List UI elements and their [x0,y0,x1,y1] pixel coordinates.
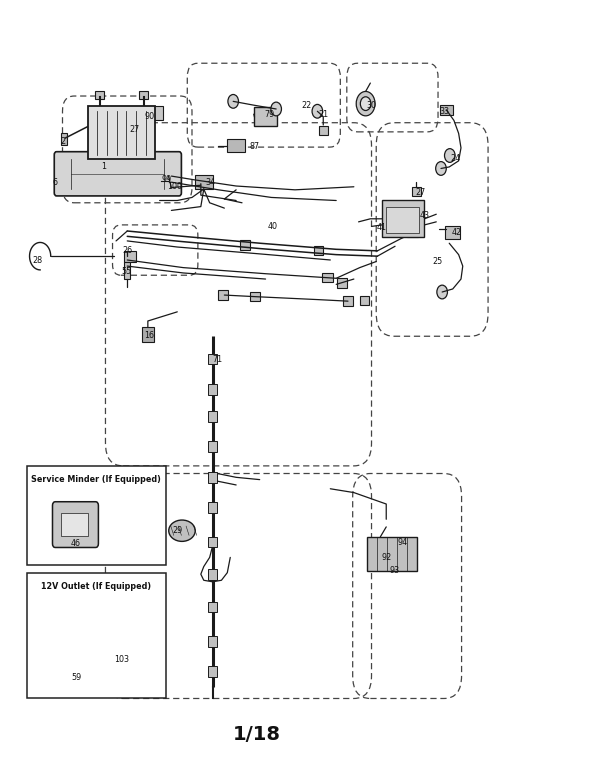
FancyBboxPatch shape [53,502,99,548]
Ellipse shape [169,520,195,542]
Bar [27,466,166,565]
Text: 29: 29 [172,526,182,536]
Circle shape [228,95,238,108]
Bar [445,225,460,239]
Bar [412,186,421,196]
Bar [88,106,156,160]
Bar [322,273,333,283]
Text: 1: 1 [101,163,106,171]
Bar [360,296,369,305]
Circle shape [437,285,447,299]
Text: 40: 40 [268,222,278,231]
Bar [61,133,67,145]
Text: 21: 21 [318,110,328,119]
Text: 59: 59 [71,673,81,682]
Bar [208,503,217,513]
Bar [55,613,68,623]
Circle shape [394,212,404,225]
Bar [208,601,217,612]
Bar [367,537,417,571]
Text: 26: 26 [123,246,133,255]
Bar [124,251,136,261]
Bar [208,411,217,422]
Bar [95,92,104,99]
Bar [208,384,217,395]
Text: 79: 79 [264,110,275,119]
Bar [120,122,129,131]
Bar [208,472,217,483]
Text: 22: 22 [301,101,312,110]
Text: 94: 94 [397,538,407,547]
Text: Service Minder (If Equipped): Service Minder (If Equipped) [31,475,161,484]
Text: 41: 41 [376,223,386,232]
Text: 71: 71 [212,354,222,364]
Text: 24: 24 [450,154,460,163]
Bar [408,227,418,237]
Bar [208,354,217,364]
Bar [61,513,88,536]
Bar [142,327,154,342]
Circle shape [57,649,68,664]
Text: 43: 43 [419,212,430,220]
Text: 28: 28 [32,256,43,265]
Text: 16: 16 [145,331,155,340]
Circle shape [52,643,73,670]
Circle shape [271,102,281,116]
Text: 42: 42 [452,228,462,237]
Text: 27: 27 [130,125,140,134]
Bar [166,177,174,185]
Text: 46: 46 [71,539,81,549]
Bar [208,636,217,646]
Bar [314,246,323,255]
Bar [250,292,260,301]
Bar [208,569,217,580]
Text: 25: 25 [432,257,442,266]
Circle shape [435,162,446,175]
Text: 103: 103 [114,655,129,664]
Bar [139,92,148,99]
Bar [208,442,217,452]
Text: 6: 6 [53,178,58,186]
Bar [27,573,166,698]
Bar [386,206,419,232]
Text: 27: 27 [416,188,426,196]
Text: 2: 2 [61,137,65,145]
Text: 93: 93 [389,566,399,575]
Bar [147,106,163,120]
Bar [124,262,130,279]
Bar [337,278,348,288]
Bar [104,631,115,640]
Bar [413,204,422,213]
Circle shape [356,92,375,116]
Circle shape [444,149,455,163]
Text: 1/18: 1/18 [232,725,281,744]
Bar [319,126,328,135]
Text: 100: 100 [167,183,182,191]
Bar [157,172,165,180]
Text: 90: 90 [145,112,155,121]
Bar [382,200,424,237]
Text: 92: 92 [381,553,391,562]
Bar [254,107,277,126]
Bar [208,666,217,677]
Bar [227,140,245,152]
Text: 12V Outlet (If Equipped): 12V Outlet (If Equipped) [41,582,152,591]
Bar [218,290,228,299]
Text: 55: 55 [121,267,131,276]
Text: 87: 87 [250,142,260,151]
Bar [195,175,212,189]
Bar [240,240,250,250]
Circle shape [360,97,371,111]
Bar [343,296,353,306]
Text: 30: 30 [366,102,376,111]
Text: 33: 33 [440,107,450,116]
Bar [440,105,453,115]
Bar [208,537,217,548]
FancyBboxPatch shape [54,152,181,196]
Text: 34: 34 [206,178,216,186]
Text: 99: 99 [162,175,172,183]
Circle shape [312,105,323,118]
